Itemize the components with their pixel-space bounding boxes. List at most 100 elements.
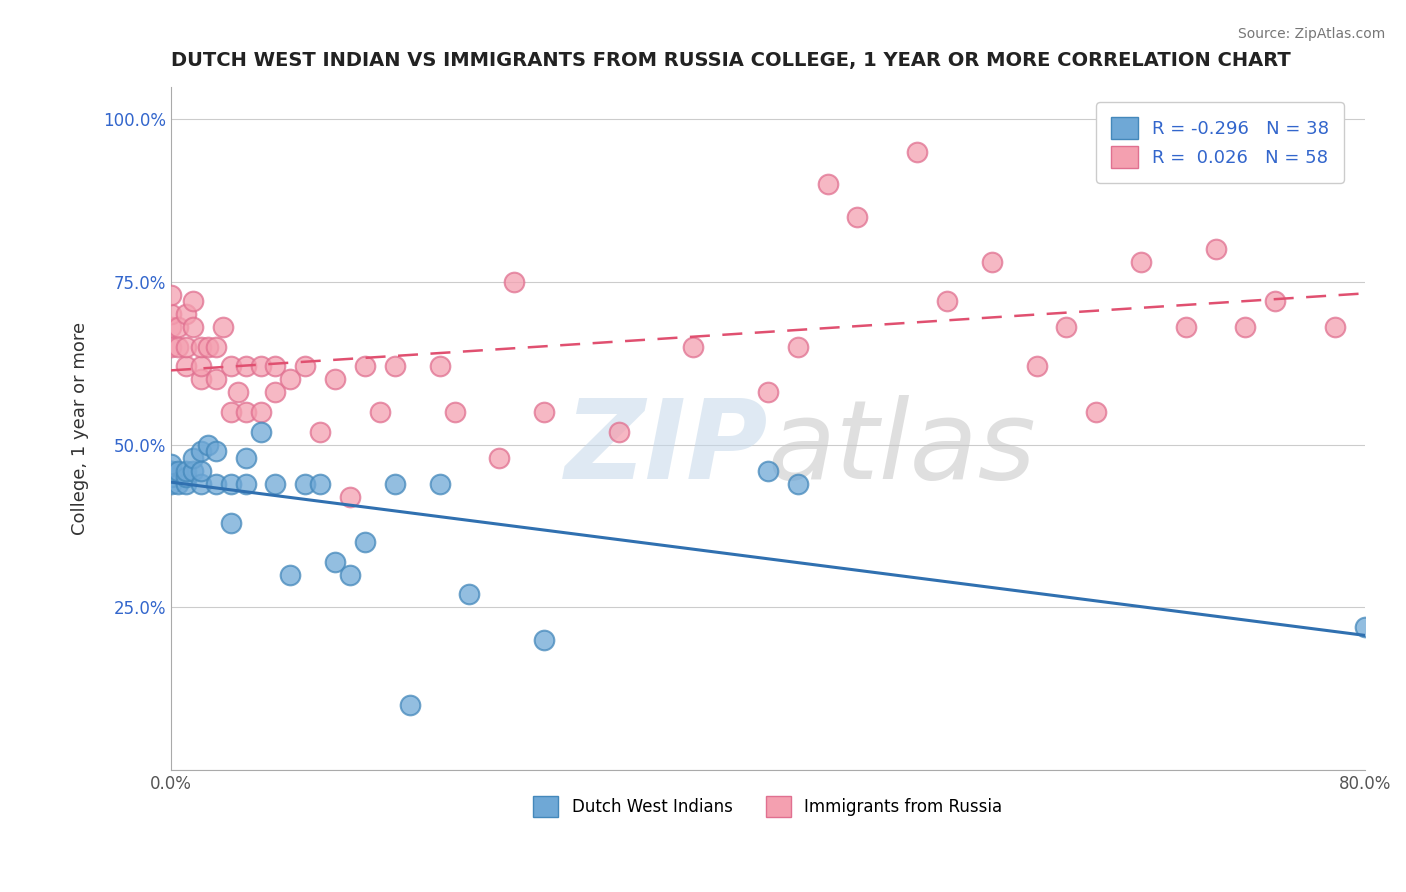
Point <box>1025 359 1047 374</box>
Text: ZIP: ZIP <box>564 395 768 502</box>
Point <box>354 359 377 374</box>
Point <box>160 288 183 302</box>
Y-axis label: College, 1 year or more: College, 1 year or more <box>72 322 89 535</box>
Text: atlas: atlas <box>768 395 1036 502</box>
Text: Source: ZipAtlas.com: Source: ZipAtlas.com <box>1237 27 1385 41</box>
Point <box>212 320 235 334</box>
Point <box>167 476 190 491</box>
Point <box>183 464 205 478</box>
Point <box>846 210 869 224</box>
Point <box>354 535 377 549</box>
Point <box>167 464 190 478</box>
Point <box>1054 320 1077 334</box>
Point <box>219 516 242 530</box>
Point <box>682 340 704 354</box>
Point <box>235 405 257 419</box>
Legend: Dutch West Indians, Immigrants from Russia: Dutch West Indians, Immigrants from Russ… <box>527 789 1010 823</box>
Point <box>1205 242 1227 256</box>
Point <box>384 476 406 491</box>
Point <box>294 359 316 374</box>
Point <box>235 450 257 465</box>
Point <box>174 307 197 321</box>
Point <box>1264 294 1286 309</box>
Point <box>160 476 183 491</box>
Point <box>235 359 257 374</box>
Point <box>294 476 316 491</box>
Point <box>190 444 212 458</box>
Point <box>936 294 959 309</box>
Point <box>280 567 302 582</box>
Point <box>264 476 287 491</box>
Point <box>339 567 361 582</box>
Point <box>980 255 1002 269</box>
Point <box>309 425 332 439</box>
Point <box>786 476 808 491</box>
Point <box>1323 320 1346 334</box>
Point <box>226 385 249 400</box>
Point <box>488 450 510 465</box>
Point <box>533 632 555 647</box>
Point <box>204 340 226 354</box>
Point <box>429 476 451 491</box>
Point <box>1174 320 1197 334</box>
Point <box>174 340 197 354</box>
Point <box>219 405 242 419</box>
Point <box>174 359 197 374</box>
Point <box>323 555 346 569</box>
Point <box>190 359 212 374</box>
Text: DUTCH WEST INDIAN VS IMMIGRANTS FROM RUSSIA COLLEGE, 1 YEAR OR MORE CORRELATION : DUTCH WEST INDIAN VS IMMIGRANTS FROM RUS… <box>172 51 1291 70</box>
Point <box>756 385 779 400</box>
Point <box>1130 255 1153 269</box>
Point <box>190 372 212 386</box>
Point <box>190 340 212 354</box>
Point <box>1085 405 1108 419</box>
Point <box>249 425 271 439</box>
Point <box>368 405 391 419</box>
Point <box>183 320 205 334</box>
Point <box>174 476 197 491</box>
Point <box>197 340 219 354</box>
Point <box>190 476 212 491</box>
Point <box>458 587 481 601</box>
Point <box>235 476 257 491</box>
Point <box>280 372 302 386</box>
Point <box>190 464 212 478</box>
Point <box>160 464 183 478</box>
Point <box>204 444 226 458</box>
Point <box>174 470 197 484</box>
Point <box>384 359 406 374</box>
Point <box>905 145 928 159</box>
Point <box>264 385 287 400</box>
Point <box>204 476 226 491</box>
Point <box>264 359 287 374</box>
Point <box>786 340 808 354</box>
Point <box>817 177 839 191</box>
Point <box>443 405 465 419</box>
Point <box>249 359 271 374</box>
Point <box>174 464 197 478</box>
Point <box>607 425 630 439</box>
Point <box>183 294 205 309</box>
Point <box>160 320 183 334</box>
Point <box>339 490 361 504</box>
Point <box>323 372 346 386</box>
Point <box>167 320 190 334</box>
Point <box>160 464 183 478</box>
Point <box>1234 320 1257 334</box>
Point <box>197 437 219 451</box>
Point <box>167 340 190 354</box>
Point <box>219 359 242 374</box>
Point <box>429 359 451 374</box>
Point <box>309 476 332 491</box>
Point <box>756 464 779 478</box>
Point <box>398 698 420 712</box>
Point <box>533 405 555 419</box>
Point <box>503 275 526 289</box>
Point <box>160 457 183 471</box>
Point <box>1354 620 1376 634</box>
Point <box>160 470 183 484</box>
Point <box>249 405 271 419</box>
Point <box>160 340 183 354</box>
Point <box>160 307 183 321</box>
Point <box>204 372 226 386</box>
